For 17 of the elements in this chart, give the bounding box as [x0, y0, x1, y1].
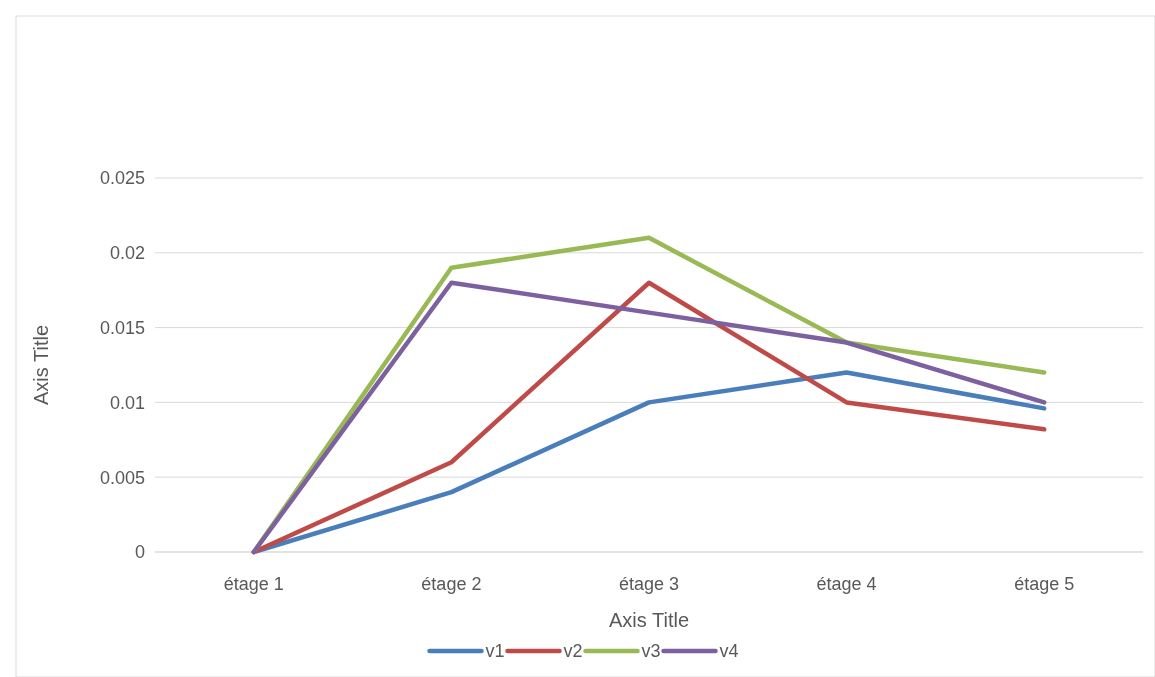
legend-label: v1	[485, 641, 505, 662]
legend-label: v3	[641, 641, 661, 662]
y-tick-label: 0	[134, 542, 145, 563]
legend-label: v2	[563, 641, 583, 662]
legend-label: v4	[719, 641, 739, 662]
y-axis-title: Axis Title	[30, 324, 52, 406]
x-tick-label: étage 1	[223, 574, 284, 594]
x-tick-label: étage 3	[618, 574, 680, 594]
x-tick-label: étage 4	[816, 574, 877, 594]
y-tick-label: 0.015	[99, 317, 145, 338]
x-tick-label: étage 2	[421, 574, 482, 594]
y-tick-label: 0.025	[99, 168, 145, 189]
x-axis-title: Axis Title	[608, 609, 690, 631]
y-tick-label: 0.01	[109, 392, 145, 413]
y-tick-label: 0.005	[99, 467, 145, 488]
y-tick-label: 0.02	[109, 243, 145, 264]
x-tick-label: étage 5	[1014, 574, 1075, 594]
